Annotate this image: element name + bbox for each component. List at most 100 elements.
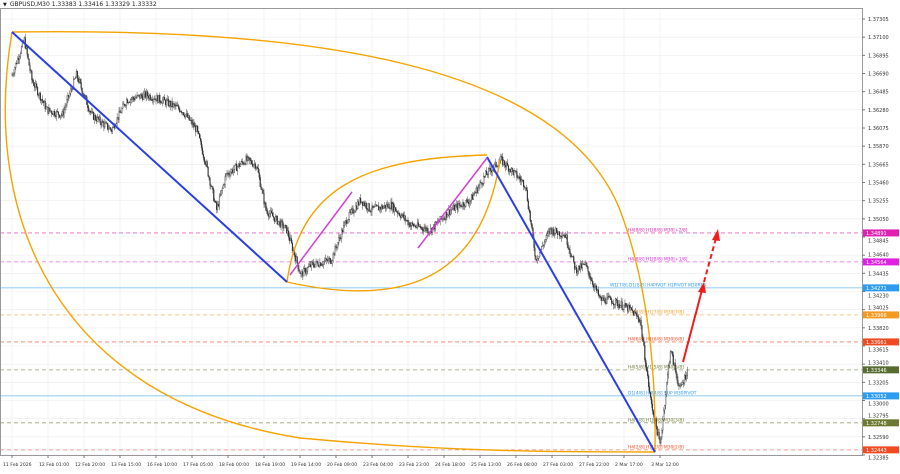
candle xyxy=(665,394,667,406)
price-tag xyxy=(863,338,899,346)
y-tick-label: 1.35870 xyxy=(868,144,889,150)
candle xyxy=(536,259,538,261)
plot-frame xyxy=(0,8,863,456)
price-axis[interactable]: 1.37305 1.37100 1.36895 1.36690 1.36485 1.362… xyxy=(862,17,889,461)
candle xyxy=(570,253,572,258)
candle xyxy=(196,125,198,133)
candle xyxy=(676,374,678,381)
candle xyxy=(564,235,566,238)
candle xyxy=(571,256,573,258)
level-label: H4[8/8] H1[8/8] M30[+2/8] xyxy=(628,227,688,233)
candle xyxy=(166,98,168,101)
candle xyxy=(535,256,537,260)
candle xyxy=(523,186,526,188)
candle xyxy=(100,122,102,126)
channel-line-1[interactable] xyxy=(289,191,353,276)
candle xyxy=(491,169,493,173)
candle xyxy=(172,103,174,107)
price-tag-label: 1.34564 xyxy=(866,260,887,266)
candle xyxy=(610,296,612,300)
candle xyxy=(122,103,124,109)
candle xyxy=(66,99,68,106)
candle xyxy=(489,168,491,171)
candle xyxy=(329,258,331,264)
candle xyxy=(20,46,23,54)
symbol-menu-icon[interactable]: ▼ xyxy=(3,2,7,8)
candle xyxy=(132,97,134,99)
trendline-1[interactable] xyxy=(11,31,288,283)
candle xyxy=(28,58,30,66)
inner-arc-bottom[interactable] xyxy=(286,159,501,292)
forecast-arrow-dashed[interactable] xyxy=(703,237,717,283)
candle xyxy=(585,262,587,266)
candle xyxy=(246,156,248,161)
candle xyxy=(359,197,361,205)
candle xyxy=(195,125,197,133)
candle xyxy=(510,167,512,173)
x-tick-label: 12 Feb 20:00 xyxy=(75,462,105,468)
candle xyxy=(144,91,146,95)
candle xyxy=(602,297,604,301)
channel-line-2[interactable] xyxy=(417,157,488,249)
candle xyxy=(525,187,527,191)
candle xyxy=(14,67,16,74)
candle xyxy=(154,98,156,100)
level-lines: H4[8/8] H1[8/8] M30[+2/8] H4[8/8] H1[8/8]… xyxy=(0,227,862,450)
candle xyxy=(398,213,401,216)
candle xyxy=(107,123,109,130)
candle xyxy=(224,176,226,185)
forecast-arrow-solid[interactable] xyxy=(682,289,703,363)
candle xyxy=(507,165,509,172)
level-label: H4[6/8] H1[6/8] M30[6/8] xyxy=(628,336,684,342)
candle xyxy=(306,271,308,274)
candle xyxy=(486,170,488,175)
candle xyxy=(261,189,263,191)
candle xyxy=(677,380,679,386)
candle xyxy=(364,203,366,206)
candle xyxy=(628,305,630,312)
inner-arc-top[interactable] xyxy=(286,154,488,283)
candle xyxy=(320,262,322,266)
candle xyxy=(103,122,105,128)
outer-arc-bottom[interactable] xyxy=(4,31,656,453)
candle xyxy=(550,227,552,231)
candle xyxy=(361,201,364,206)
trendline-2[interactable] xyxy=(486,156,656,453)
candle xyxy=(275,216,277,217)
candle xyxy=(200,141,203,148)
drawing-objects[interactable] xyxy=(4,31,720,453)
candle xyxy=(13,72,15,75)
candle xyxy=(340,237,342,239)
candle xyxy=(34,85,36,88)
candle xyxy=(19,53,22,57)
x-tick-label: 27 Feb 22:00 xyxy=(579,462,609,468)
candle xyxy=(119,110,121,113)
candle xyxy=(199,137,202,142)
y-tick-label: 1.36280 xyxy=(868,108,889,114)
y-tick-label: 1.32590 xyxy=(868,435,889,441)
candle xyxy=(228,172,230,175)
price-tag-label: 1.34271 xyxy=(866,286,887,292)
candle xyxy=(402,213,404,218)
candle xyxy=(192,122,194,125)
candle xyxy=(130,98,132,100)
candle xyxy=(308,264,311,267)
candle xyxy=(584,262,586,265)
candle xyxy=(503,160,505,165)
candle xyxy=(301,271,303,274)
candle xyxy=(581,263,583,269)
candle xyxy=(438,221,440,223)
candle xyxy=(548,231,550,234)
time-axis[interactable]: 11 Feb 2026 12 Feb 01:00 12 Feb 20:00 13 Fe… xyxy=(3,455,679,468)
candle xyxy=(477,187,479,193)
candle xyxy=(668,361,671,366)
candle xyxy=(657,432,659,436)
candle xyxy=(531,224,533,229)
candle xyxy=(117,117,119,120)
candle xyxy=(350,209,352,213)
candle xyxy=(565,234,567,238)
candle xyxy=(222,184,224,189)
candle xyxy=(566,234,568,245)
outer-arc-top[interactable] xyxy=(11,31,656,453)
